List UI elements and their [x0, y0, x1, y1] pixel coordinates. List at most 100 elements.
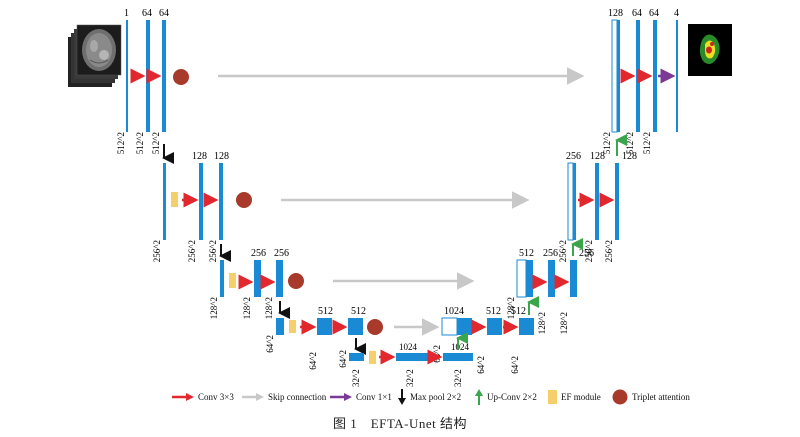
feature-map-l3-concat	[516, 259, 527, 298]
size-label: 256^2	[152, 240, 162, 262]
channel-label: 4	[674, 8, 679, 19]
feature-map-l2-concat	[567, 162, 574, 241]
size-label: 64^2	[338, 350, 348, 368]
feature-map-l5-b	[443, 353, 473, 361]
size-label: 512^2	[625, 132, 635, 154]
triplet-attention-l4	[367, 319, 383, 335]
size-label: 512^2	[116, 132, 126, 154]
feature-map-l2-dec-b	[615, 163, 619, 240]
feature-map-l1-enc-b	[162, 20, 166, 132]
feature-map-l4-concat-fill	[457, 318, 472, 335]
level2-encoder: 128 128 256^2 256^2 256^2	[152, 151, 252, 262]
feature-map-l4-pooled	[276, 318, 284, 335]
feature-map-l3-enc-b	[276, 260, 283, 297]
level3-encoder: 256 256 128^2 128^2 128^2	[209, 248, 304, 319]
triplet-attention-l3	[288, 273, 304, 289]
legend-conv3: Conv 3×3	[172, 386, 234, 408]
feature-map-l2-pooled	[163, 163, 166, 240]
size-label: 64^2	[510, 356, 520, 374]
legend-skip-label: Skip connection	[268, 392, 327, 402]
skip-arrow-icon	[242, 393, 264, 401]
size-label: 64^2	[308, 352, 318, 370]
legend-triplet: Triplet attention	[612, 386, 690, 408]
channel-label: 128	[622, 151, 637, 162]
feature-map-l1-enc-a	[146, 20, 150, 132]
level5-bottleneck: 1024 1024 32^2 32^2 32^2	[349, 342, 473, 387]
feature-map-l4-concat	[441, 317, 458, 336]
size-label: 128^2	[559, 312, 569, 334]
channel-label: 512	[351, 306, 366, 317]
feature-map-l1-dec-a	[636, 20, 640, 132]
size-label: 512^2	[151, 132, 161, 154]
conv3-arrow-icon	[172, 393, 194, 401]
size-label: 128^2	[537, 312, 547, 334]
channel-label: 128	[214, 151, 229, 162]
size-label: 512^2	[602, 132, 612, 154]
size-label: 256^2	[208, 240, 218, 262]
channel-label: 256	[543, 248, 558, 259]
legend-upconv: Up-Conv 2×2	[475, 386, 537, 408]
channel-label: 128	[590, 151, 605, 162]
channel-label: 64	[649, 8, 659, 19]
figure-caption: 图 1 EFTA-Unet 结构	[332, 416, 468, 431]
size-label: 512^2	[135, 132, 145, 154]
feature-map-l2-enc-a	[199, 163, 203, 240]
triplet-attention-icon	[612, 389, 628, 405]
ef-module-l4	[289, 320, 296, 333]
feature-map-l3-pooled	[220, 260, 224, 297]
legend-triplet-label: Triplet attention	[632, 392, 690, 402]
legend-conv1-label: Conv 1×1	[356, 392, 392, 402]
feature-map-l1-output	[676, 20, 678, 132]
feature-map-l5-pooled	[349, 353, 364, 361]
legend-skip: Skip connection	[242, 386, 326, 408]
size-label: 128^2	[242, 297, 252, 319]
input-mri-image	[68, 24, 122, 87]
channel-label: 64	[142, 8, 152, 19]
legend-upconv-label: Up-Conv 2×2	[487, 392, 537, 402]
channel-label: 256	[566, 151, 581, 162]
channel-label: 256	[579, 248, 594, 259]
channel-label: 256	[274, 248, 289, 259]
size-label: 64^2	[476, 356, 486, 374]
legend: Conv 3×3 Skip connection Conv 1×1 Max po…	[0, 386, 800, 408]
upconv-arrow-icon	[475, 389, 483, 405]
legend-conv1: Conv 1×1	[330, 386, 392, 408]
channel-label: 1	[124, 8, 129, 19]
legend-ef-label: EF module	[561, 392, 601, 402]
feature-map-l3-dec-a	[548, 260, 555, 297]
size-label: 128^2	[264, 297, 274, 319]
feature-map-l2-enc-b	[219, 163, 223, 240]
size-label: 512^2	[642, 132, 652, 154]
feature-map-l1-concat	[611, 19, 618, 133]
legend-maxpool: Max pool 2×2	[398, 386, 461, 408]
ef-module-l2	[171, 192, 178, 207]
size-label: 64^2	[265, 335, 275, 353]
triplet-attention-l2	[236, 192, 252, 208]
channel-label: 512	[519, 248, 534, 259]
size-label: 128^2	[506, 297, 516, 319]
size-label: 256^2	[187, 240, 197, 262]
feature-map-l4-dec-b	[519, 318, 534, 335]
level1-encoder: 1 64 64 512^2 512^2 512^2	[116, 8, 189, 154]
level4-decoder: 1024 512 512 64^2 64^2 64^2	[432, 306, 534, 374]
channel-label: 512	[511, 306, 526, 317]
feature-map-l4-enc-b	[348, 318, 363, 335]
feature-map-l5-a	[396, 353, 428, 361]
feature-map-l1-input	[126, 20, 128, 132]
channel-label: 1024	[444, 306, 464, 317]
level1-decoder: 128 64 64 4 512^2 512^2 512^2	[602, 8, 679, 154]
size-label: 256^2	[604, 240, 614, 262]
maxpool-arrow-icon	[398, 389, 406, 405]
output-segmentation-image	[688, 24, 732, 76]
size-label: 128^2	[209, 297, 219, 319]
channel-label: 64	[632, 8, 642, 19]
channel-label: 128	[608, 8, 623, 19]
legend-conv3-label: Conv 3×3	[198, 392, 234, 402]
size-label: 32^2	[405, 369, 415, 387]
size-label: 32^2	[351, 369, 361, 387]
feature-map-l2-concat-fill	[573, 163, 576, 240]
level3-decoder: 512 256 256 128^2 128^2 128^2	[506, 248, 594, 334]
ef-module-l3	[229, 273, 236, 288]
feature-map-l1-concat-fill	[617, 20, 620, 132]
